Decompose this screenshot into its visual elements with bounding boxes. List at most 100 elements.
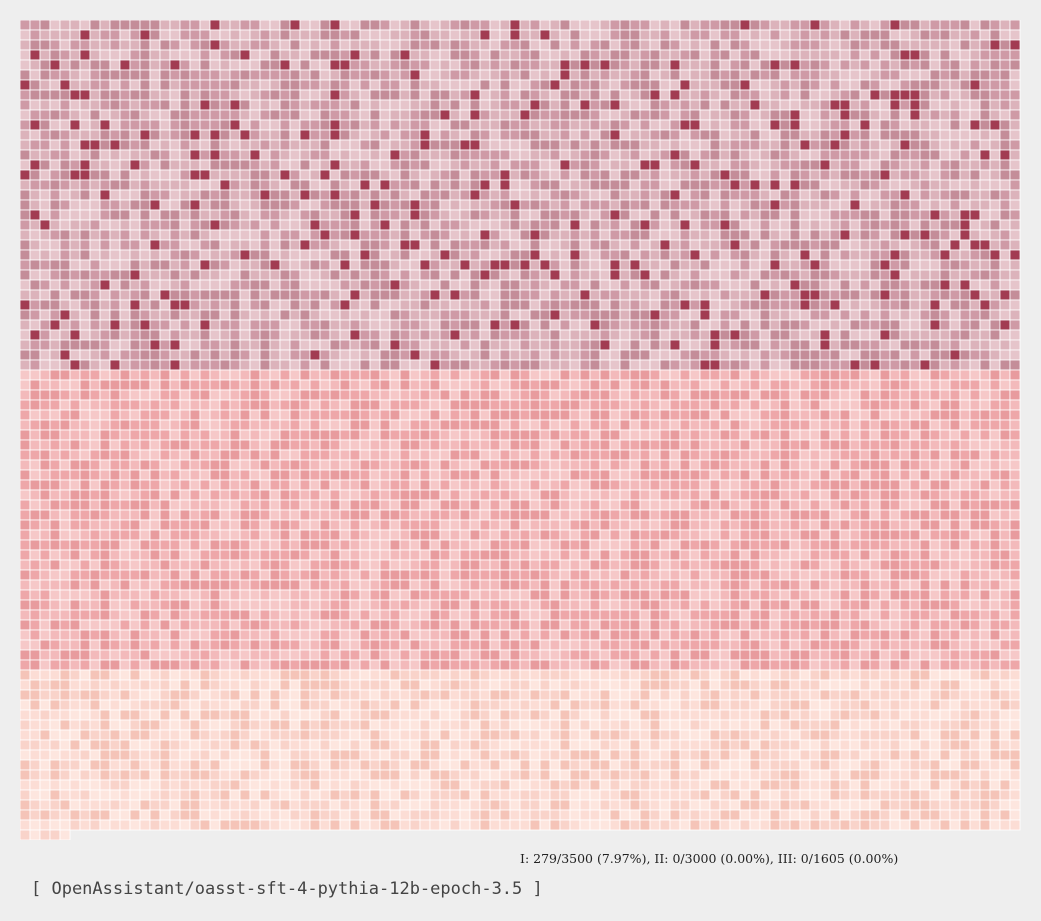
waffle-cell-II — [609, 399, 621, 411]
waffle-cell-I — [129, 39, 141, 51]
waffle-cell-I-flagged — [329, 20, 341, 31]
waffle-cell-I — [49, 219, 61, 231]
waffle-cell-I — [509, 49, 521, 61]
waffle-cell-I — [539, 169, 551, 181]
waffle-cell-II — [189, 469, 201, 481]
waffle-cell-II — [539, 419, 551, 431]
waffle-cell-II — [129, 369, 141, 381]
waffle-cell-I — [569, 189, 581, 201]
waffle-cell-II — [699, 509, 711, 521]
waffle-cell-I — [39, 289, 51, 301]
waffle-cell-I — [579, 179, 591, 191]
waffle-cell-I — [689, 219, 701, 231]
waffle-cell-I — [759, 139, 771, 151]
waffle-cell-I — [109, 279, 121, 291]
waffle-cell-I — [969, 159, 981, 171]
waffle-cell-II — [109, 509, 121, 521]
waffle-cell-I — [409, 29, 421, 41]
waffle-cell-I — [429, 69, 441, 81]
waffle-cell-I-flagged — [389, 149, 401, 161]
waffle-cell-II — [649, 379, 661, 391]
waffle-cell-I — [269, 309, 281, 321]
waffle-cell-II — [109, 499, 121, 511]
waffle-cell-I — [579, 309, 591, 321]
waffle-cell-II — [479, 489, 491, 501]
waffle-cell-I — [39, 69, 51, 81]
waffle-cell-II — [689, 469, 701, 481]
waffle-cell-I — [909, 129, 921, 141]
waffle-cell-I — [579, 359, 591, 371]
waffle-cell-I-flagged — [349, 329, 361, 341]
waffle-cell-I — [159, 189, 171, 201]
waffle-cell-I — [259, 79, 271, 91]
waffle-cell-I — [739, 49, 751, 61]
waffle-cell-I-flagged — [419, 139, 431, 151]
waffle-cell-I — [169, 29, 181, 41]
waffle-cell-I — [539, 119, 551, 131]
waffle-cell-II — [649, 469, 661, 481]
waffle-cell-I — [29, 229, 41, 241]
waffle-cell-I — [309, 39, 321, 51]
waffle-cell-I — [609, 29, 621, 41]
waffle-cell-I — [79, 199, 91, 211]
waffle-cell-I — [109, 49, 121, 61]
waffle-cell-I-flagged — [579, 59, 591, 71]
waffle-cell-I — [39, 179, 51, 191]
waffle-cell-I — [729, 119, 741, 131]
waffle-cell-I-flagged — [719, 219, 731, 231]
waffle-cell-I — [309, 249, 321, 261]
waffle-cell-I — [99, 339, 111, 351]
waffle-cell-II — [719, 509, 731, 521]
waffle-cell-II — [709, 509, 721, 521]
waffle-cell-I — [169, 89, 181, 101]
waffle-cell-II — [989, 469, 1001, 481]
waffle-cell-II — [69, 449, 81, 461]
waffle-cell-I — [159, 279, 171, 291]
waffle-cell-I — [929, 289, 941, 301]
waffle-cell-I — [429, 329, 441, 341]
waffle-cell-I — [419, 329, 431, 341]
waffle-cell-I — [509, 89, 521, 101]
waffle-cell-II — [119, 429, 131, 441]
waffle-cell-I — [979, 59, 991, 71]
waffle-cell-I — [79, 349, 91, 361]
waffle-cell-I — [919, 109, 931, 121]
waffle-cell-I-flagged — [59, 309, 71, 321]
waffle-cell-I — [149, 109, 161, 121]
waffle-cell-II — [59, 479, 71, 491]
waffle-cell-I — [299, 269, 311, 281]
waffle-cell-II — [519, 399, 531, 411]
waffle-cell-I — [389, 259, 401, 271]
waffle-cell-I — [499, 139, 511, 151]
waffle-cell-I — [689, 99, 701, 111]
waffle-cell-II — [539, 369, 551, 381]
waffle-cell-I-flagged — [789, 109, 801, 121]
waffle-cell-I — [449, 299, 461, 311]
waffle-cell-I-flagged — [269, 259, 281, 271]
waffle-cell-I — [899, 279, 911, 291]
waffle-cell-I — [179, 309, 191, 321]
waffle-cell-II — [369, 429, 381, 441]
waffle-cell-I-flagged — [69, 119, 81, 131]
waffle-cell-I — [49, 289, 61, 301]
waffle-cell-I — [509, 149, 521, 161]
waffle-cell-I — [969, 309, 981, 321]
waffle-cell-II — [449, 379, 461, 391]
waffle-cell-II — [699, 389, 711, 401]
waffle-cell-I — [699, 199, 711, 211]
waffle-cell-I — [319, 189, 331, 201]
waffle-cell-II — [49, 389, 61, 401]
waffle-cell-I — [69, 229, 81, 241]
waffle-cell-I — [129, 219, 141, 231]
waffle-cell-I — [749, 109, 761, 121]
waffle-cell-I — [529, 49, 541, 61]
waffle-cell-II — [279, 499, 291, 511]
waffle-cell-I — [179, 39, 191, 51]
waffle-cell-I — [349, 349, 361, 361]
waffle-cell-I — [439, 299, 451, 311]
waffle-cell-II — [69, 409, 81, 421]
waffle-cell-I — [369, 179, 381, 191]
waffle-cell-I — [119, 329, 131, 341]
waffle-cell-I-flagged — [929, 299, 941, 311]
waffle-cell-II — [419, 469, 431, 481]
